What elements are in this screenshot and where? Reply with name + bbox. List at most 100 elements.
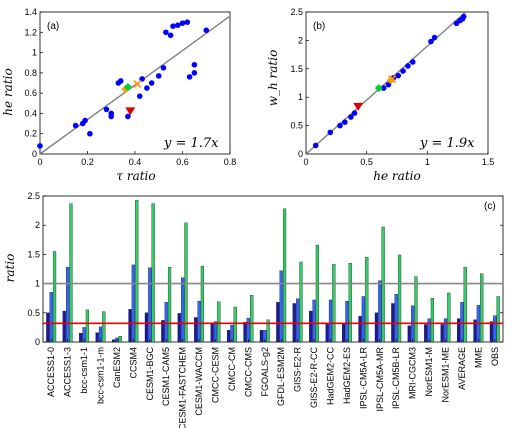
panel-c-bar-3 <box>266 319 270 343</box>
panel-c-frame <box>42 195 504 343</box>
panel-c-bar-1 <box>111 339 116 343</box>
panel-c-ytick-label: 0.5 <box>27 308 40 318</box>
panel-a-xtick-label: 0.4 <box>129 157 142 167</box>
panel-c-bar-3 <box>52 251 57 343</box>
panel-c-bar-3 <box>217 301 221 343</box>
panel-b-point <box>409 59 416 65</box>
panel-c-bar-2 <box>361 296 365 343</box>
panel-c-category-label: IPSL-CM5A-MR <box>375 347 385 412</box>
panel-c-category-label: AVERAGE <box>457 347 467 390</box>
panel-a-point <box>136 93 143 99</box>
panel-c-bar-3 <box>184 222 188 343</box>
panel-c-bar-3 <box>282 208 287 343</box>
panel-a-point <box>184 19 191 25</box>
panel-b-cross-marker <box>388 74 397 84</box>
panel-c-category-label: CESM1-BGC <box>145 347 155 401</box>
panel-a-xtick-label: 0.8 <box>224 157 237 167</box>
panel-c-ytick-label: 1 <box>35 279 40 289</box>
panel-c-bar-3 <box>332 264 336 343</box>
panel-b-point <box>380 85 387 91</box>
panel-c-bar-3 <box>365 257 369 343</box>
panel-a-point <box>103 106 110 113</box>
panel-a-point <box>155 73 162 79</box>
panel-b-xtick-label: 0.5 <box>360 157 373 167</box>
panel-c-bar-1 <box>276 302 280 343</box>
panel-c-ytick-label: 0 <box>35 337 40 347</box>
panel-a-mme-marker <box>123 83 132 92</box>
panel-c-category-label: NorESM1-M <box>424 347 434 397</box>
panel-a-point <box>117 78 124 84</box>
panel-c-bar-3 <box>135 199 139 343</box>
panel-c-bar-3 <box>315 244 320 343</box>
panel-c-bar-1 <box>62 310 66 343</box>
panel-a-point <box>186 74 193 80</box>
panel-b-point <box>395 72 402 79</box>
panel-c-bar-1 <box>358 316 362 343</box>
panel-c-bar-3 <box>250 295 254 343</box>
panel-a-point <box>108 113 115 120</box>
panel-c-bar-2 <box>312 299 316 343</box>
panel-c-category-label: MRI-CGCM3 <box>408 347 418 399</box>
panel-c-bar-1 <box>424 324 428 343</box>
panel-c-bar-3 <box>167 267 172 343</box>
panel-c-bar-2 <box>131 264 135 343</box>
panel-c-bar-1 <box>473 319 477 343</box>
panel-b-ylabel: w_h ratio <box>266 50 280 107</box>
panel-a-ytick-label: 0.4 <box>24 108 37 118</box>
panel-c-category-label: CESM1-FASTCHEM <box>178 347 188 428</box>
panel-c-bar-3 <box>463 267 467 343</box>
panel-c-bar-2 <box>197 300 201 343</box>
panel-a-point <box>167 32 174 39</box>
panel-c-bar-1 <box>341 322 346 343</box>
panel-c-bar-2 <box>246 317 250 343</box>
panel-a-point <box>148 80 155 86</box>
panel-a-point <box>179 20 186 26</box>
panel-a-obs-marker <box>125 107 136 116</box>
panel-a-xtick-label: 0 <box>37 157 42 167</box>
panel-b-point <box>348 114 354 120</box>
panel-c-bar-1 <box>226 330 231 343</box>
panel-a-ytick-label: 0.6 <box>24 88 37 98</box>
panel-c-category-label: ACCESS1-0 <box>46 347 56 397</box>
panel-c-bar-3 <box>102 311 106 343</box>
panel-c-bar-3 <box>430 298 435 343</box>
panel-c-bar-2 <box>378 280 382 343</box>
panel-b-ytick-label: 1 <box>298 92 303 102</box>
panel-c-ytick-label: 1.5 <box>27 249 40 259</box>
panel-a-point <box>139 76 145 82</box>
panel-b-point <box>400 68 406 74</box>
panel-c-bar-1 <box>210 322 214 343</box>
panel-c-category-label: HadGEM2-CC <box>326 347 336 406</box>
panel-a-ytick-label: 1 <box>32 48 37 58</box>
panel-c-bar-3 <box>118 336 122 343</box>
panel-c-bar-1 <box>161 320 165 343</box>
panel-b-mme-marker <box>374 84 383 93</box>
panel-b-xtick-label: 1.5 <box>482 157 495 167</box>
panel-b-ytick-label: 1.5 <box>290 64 303 74</box>
panel-c-category-label: ACCESS1-3 <box>63 347 73 397</box>
panel-c-bar-1 <box>456 318 461 343</box>
panel-b-point <box>428 38 434 45</box>
panel-a-fit-line <box>39 15 231 155</box>
panel-c-bar-2 <box>460 302 464 343</box>
panel-c-category-label: CCSM4 <box>128 347 138 379</box>
panel-c-category-label: bcc-csm1-1 <box>79 347 89 394</box>
panel-c-bar-2 <box>181 277 185 343</box>
panel-c-bar-1 <box>177 313 181 343</box>
panel-a-point <box>37 143 43 149</box>
panel-b-fit-line <box>305 11 467 155</box>
panel-c-bar-1 <box>489 321 494 343</box>
panel-a-point <box>191 61 198 68</box>
panel-a-point <box>203 27 210 34</box>
panel-c-bar-3 <box>151 203 155 343</box>
panel-b-xtick-label: 0 <box>303 157 308 167</box>
panel-c-category-label: NorESM1-ME <box>441 347 451 403</box>
panel-a-point <box>72 122 79 129</box>
panel-c-bar-2 <box>279 270 283 343</box>
panel-c-category-label: CanESM2 <box>112 347 122 388</box>
panel-a-xtick-label: 0.2 <box>81 157 94 167</box>
panel-c-category-label: CESM1-WACCM <box>194 347 204 416</box>
panel-c-bar-2 <box>493 315 497 343</box>
panel-b-scatter: (b) y = 1.9x he ratio w_h ratio 0 0.5 1 1.5… <box>266 7 494 183</box>
